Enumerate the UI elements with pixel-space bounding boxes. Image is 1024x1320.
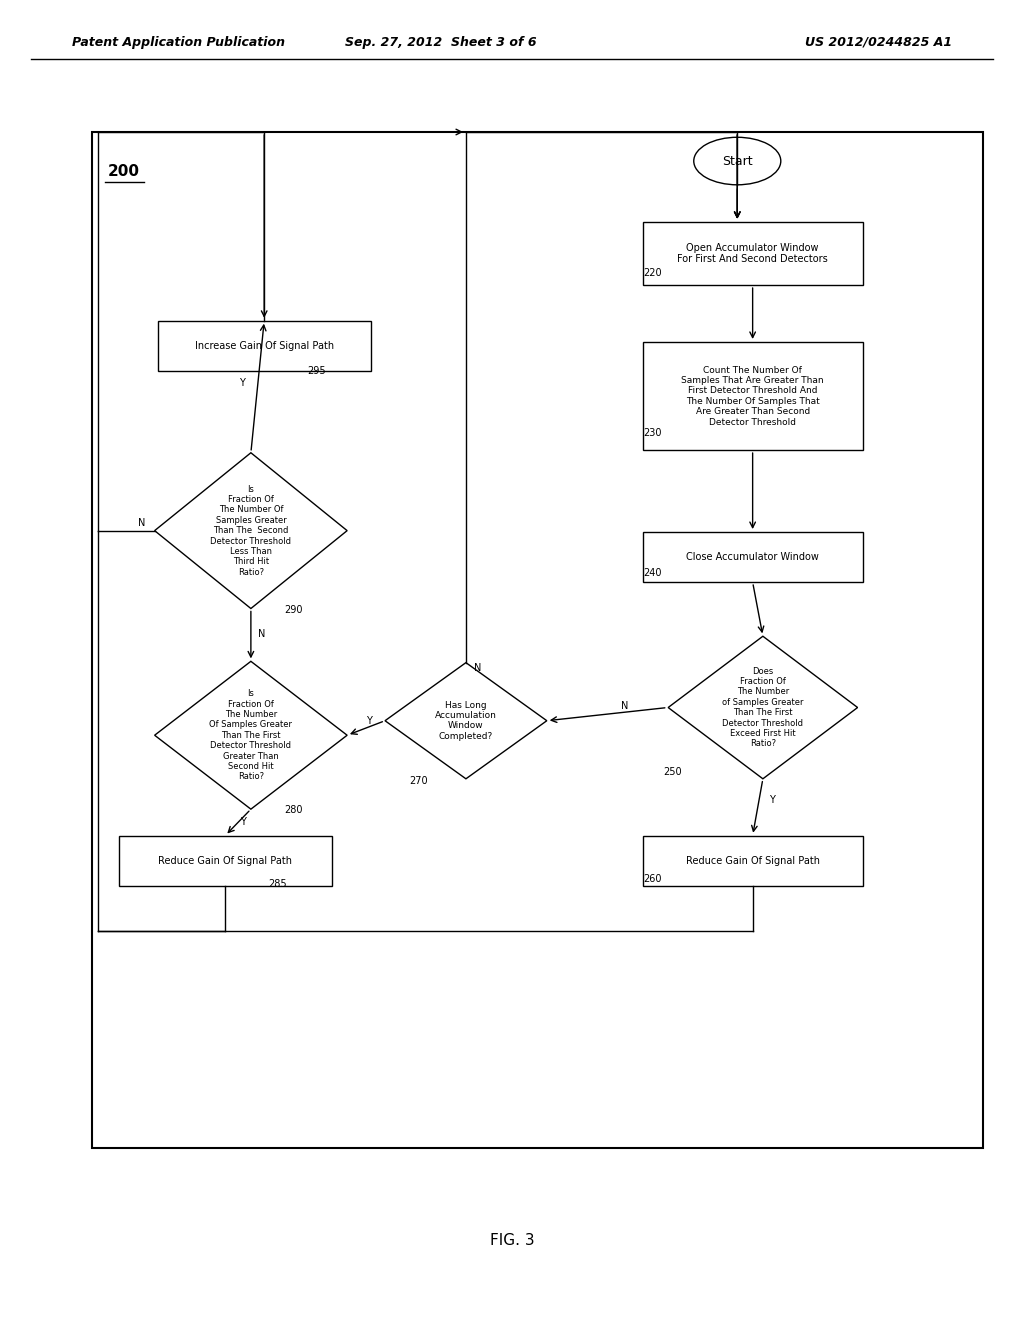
Polygon shape <box>668 636 858 779</box>
Text: Is
Fraction Of
The Number
Of Samples Greater
Than The First
Detector Threshold
G: Is Fraction Of The Number Of Samples Gre… <box>209 689 293 781</box>
FancyBboxPatch shape <box>643 532 862 582</box>
Text: 285: 285 <box>268 879 287 890</box>
Text: Patent Application Publication: Patent Application Publication <box>72 36 285 49</box>
FancyBboxPatch shape <box>643 222 862 285</box>
Text: Close Accumulator Window: Close Accumulator Window <box>686 552 819 562</box>
Text: 295: 295 <box>307 366 326 376</box>
Text: 240: 240 <box>643 568 662 578</box>
Text: N: N <box>138 517 145 528</box>
Text: Count The Number Of
Samples That Are Greater Than
First Detector Threshold And
T: Count The Number Of Samples That Are Gre… <box>681 366 824 426</box>
Text: 250: 250 <box>664 767 682 777</box>
Text: 260: 260 <box>643 874 662 884</box>
Text: Increase Gain Of Signal Path: Increase Gain Of Signal Path <box>195 341 334 351</box>
Text: 280: 280 <box>285 805 303 816</box>
Polygon shape <box>155 661 347 809</box>
Text: Reduce Gain Of Signal Path: Reduce Gain Of Signal Path <box>159 855 292 866</box>
Text: Y: Y <box>239 378 245 388</box>
Polygon shape <box>155 453 347 609</box>
Text: 270: 270 <box>410 776 428 787</box>
Text: Is
Fraction Of
The Number Of
Samples Greater
Than The  Second
Detector Threshold: Is Fraction Of The Number Of Samples Gre… <box>210 484 292 577</box>
FancyBboxPatch shape <box>119 836 332 886</box>
Text: 290: 290 <box>285 605 303 615</box>
Text: Y: Y <box>769 795 775 805</box>
Text: Open Accumulator Window
For First And Second Detectors: Open Accumulator Window For First And Se… <box>677 243 828 264</box>
Ellipse shape <box>694 137 781 185</box>
Text: 200: 200 <box>108 164 139 180</box>
Text: Sep. 27, 2012  Sheet 3 of 6: Sep. 27, 2012 Sheet 3 of 6 <box>344 36 537 49</box>
Text: Reduce Gain Of Signal Path: Reduce Gain Of Signal Path <box>686 855 819 866</box>
FancyBboxPatch shape <box>643 836 862 886</box>
Text: N: N <box>474 663 481 673</box>
Text: Has Long
Accumulation
Window
Completed?: Has Long Accumulation Window Completed? <box>435 701 497 741</box>
Text: Y: Y <box>240 817 246 828</box>
Text: 230: 230 <box>643 428 662 438</box>
FancyBboxPatch shape <box>158 321 371 371</box>
Text: Does
Fraction Of
The Number
of Samples Greater
Than The First
Detector Threshold: Does Fraction Of The Number of Samples G… <box>722 667 804 748</box>
Polygon shape <box>385 663 547 779</box>
Text: N: N <box>621 701 629 711</box>
Text: Start: Start <box>722 154 753 168</box>
Text: N: N <box>258 628 266 639</box>
Text: 220: 220 <box>643 268 662 279</box>
FancyBboxPatch shape <box>643 342 862 450</box>
Text: US 2012/0244825 A1: US 2012/0244825 A1 <box>805 36 952 49</box>
Text: FIG. 3: FIG. 3 <box>489 1233 535 1249</box>
Text: Y: Y <box>366 715 372 726</box>
